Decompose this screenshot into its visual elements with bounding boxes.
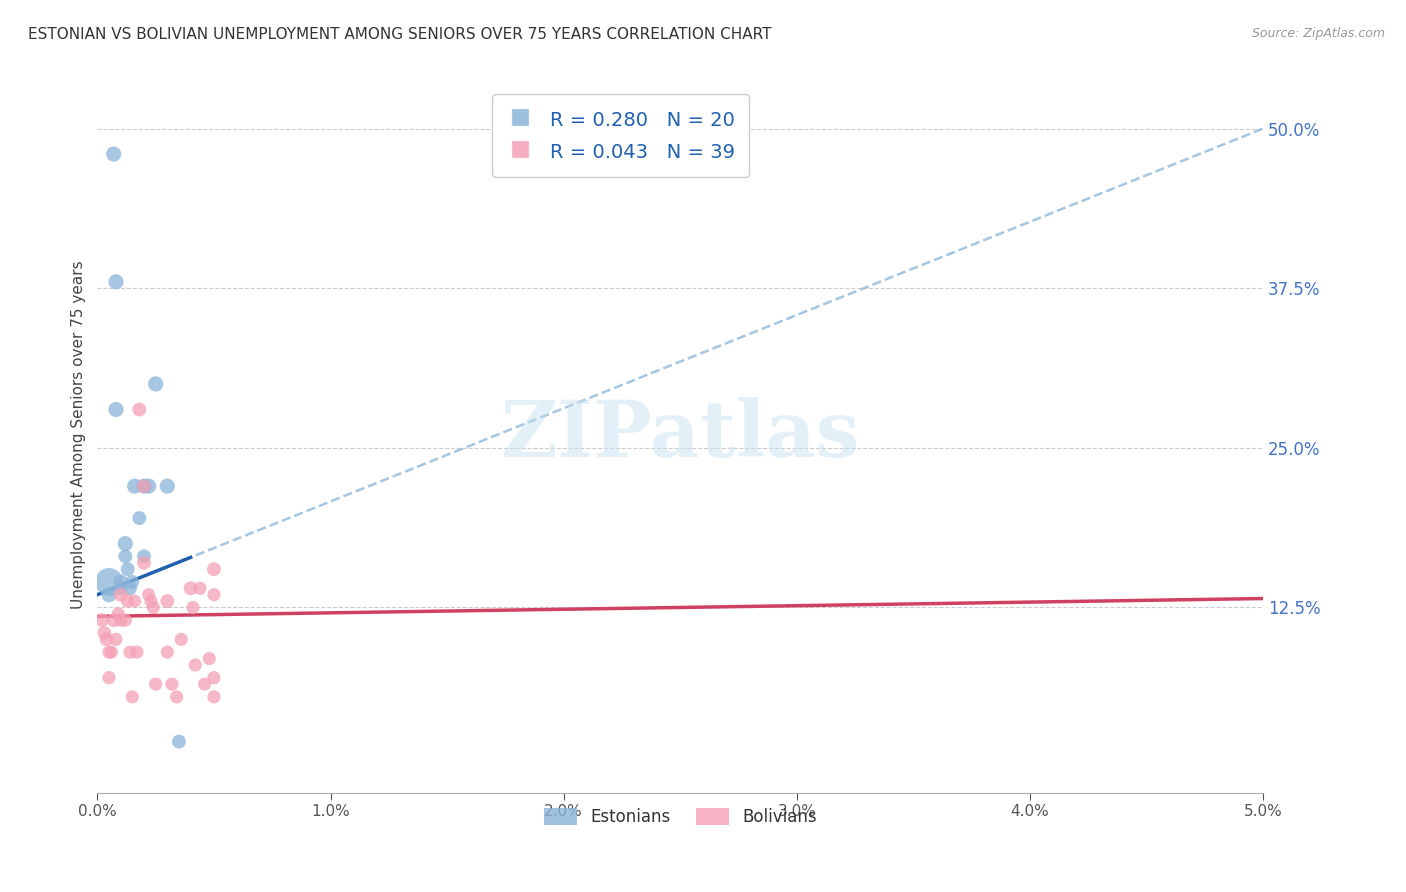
Point — [98, 645, 121, 659]
Point — [105, 402, 128, 417]
Point — [98, 574, 121, 589]
Point — [194, 677, 217, 691]
Point — [93, 626, 115, 640]
Point — [167, 734, 190, 748]
Point — [105, 275, 128, 289]
Point — [166, 690, 188, 704]
Point — [156, 479, 179, 493]
Point — [202, 562, 225, 576]
Point — [160, 677, 183, 691]
Point — [98, 671, 121, 685]
Point — [114, 549, 136, 564]
Point — [110, 582, 132, 596]
Y-axis label: Unemployment Among Seniors over 75 years: Unemployment Among Seniors over 75 years — [72, 260, 86, 609]
Point — [132, 479, 155, 493]
Point — [121, 690, 143, 704]
Point — [139, 594, 162, 608]
Point — [180, 582, 202, 596]
Point — [156, 594, 179, 608]
Point — [110, 574, 132, 589]
Point — [181, 600, 204, 615]
Point — [202, 588, 225, 602]
Point — [103, 147, 125, 161]
Point — [117, 594, 139, 608]
Point — [145, 376, 167, 391]
Point — [170, 632, 193, 647]
Point — [103, 613, 125, 627]
Point — [128, 402, 150, 417]
Point — [132, 549, 155, 564]
Point — [114, 536, 136, 550]
Point — [202, 671, 225, 685]
Point — [105, 632, 128, 647]
Point — [107, 607, 129, 621]
Point — [142, 600, 165, 615]
Point — [132, 556, 155, 570]
Text: ESTONIAN VS BOLIVIAN UNEMPLOYMENT AMONG SENIORS OVER 75 YEARS CORRELATION CHART: ESTONIAN VS BOLIVIAN UNEMPLOYMENT AMONG … — [28, 27, 772, 42]
Text: ZIPatlas: ZIPatlas — [501, 397, 860, 473]
Point — [202, 690, 225, 704]
Point — [184, 657, 207, 672]
Point — [128, 511, 150, 525]
Text: Source: ZipAtlas.com: Source: ZipAtlas.com — [1251, 27, 1385, 40]
Point — [121, 574, 143, 589]
Point — [198, 651, 221, 665]
Point — [188, 582, 211, 596]
Point — [132, 479, 155, 493]
Point — [91, 613, 114, 627]
Point — [117, 562, 139, 576]
Point — [138, 588, 160, 602]
Point — [118, 645, 141, 659]
Point — [124, 479, 146, 493]
Point — [114, 613, 136, 627]
Point — [138, 479, 160, 493]
Point — [110, 613, 132, 627]
Point — [156, 645, 179, 659]
Point — [98, 588, 121, 602]
Point — [145, 677, 167, 691]
Point — [124, 594, 146, 608]
Point — [96, 632, 118, 647]
Point — [110, 588, 132, 602]
Point — [118, 582, 141, 596]
Point — [125, 645, 148, 659]
Legend: Estonians, Bolivians: Estonians, Bolivians — [536, 799, 825, 834]
Point — [100, 645, 122, 659]
